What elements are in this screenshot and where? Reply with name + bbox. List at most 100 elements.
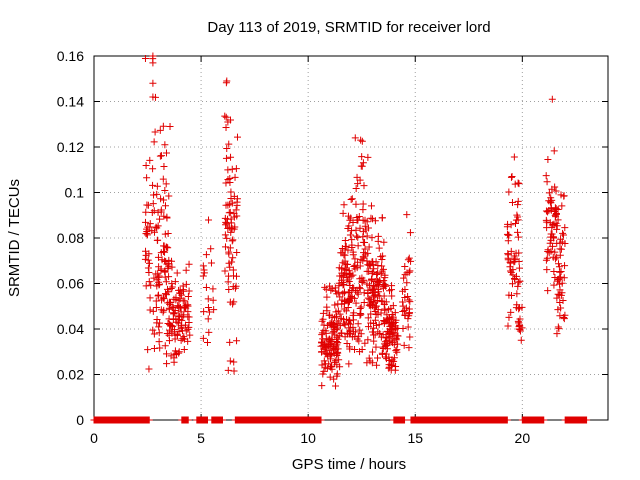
data-point xyxy=(150,138,158,146)
data-point xyxy=(560,315,568,323)
data-point xyxy=(185,260,193,268)
data-point xyxy=(332,382,340,390)
data-point xyxy=(333,326,341,334)
data-point xyxy=(543,266,551,274)
data-point xyxy=(512,216,520,224)
data-point xyxy=(227,225,235,233)
data-point xyxy=(401,311,409,319)
data-point xyxy=(181,335,189,343)
data-point xyxy=(359,159,367,167)
data-point xyxy=(561,239,569,247)
data-point xyxy=(357,136,365,144)
data-point xyxy=(178,291,186,299)
data-point xyxy=(323,293,331,301)
data-point xyxy=(144,223,152,231)
data-point xyxy=(507,173,515,181)
data-point xyxy=(385,361,393,369)
data-point xyxy=(507,247,515,255)
data-point xyxy=(555,260,563,268)
data-point xyxy=(222,201,230,209)
data-point xyxy=(367,310,375,318)
data-point xyxy=(359,238,367,246)
data-point xyxy=(514,228,522,236)
data-point xyxy=(164,230,172,238)
data-point xyxy=(150,330,158,338)
data-point xyxy=(509,266,517,274)
data-point xyxy=(144,346,152,354)
data-point xyxy=(357,303,365,311)
data-point xyxy=(335,264,343,272)
data-point xyxy=(182,266,190,274)
data-point xyxy=(385,314,393,322)
data-point xyxy=(378,255,386,263)
data-point xyxy=(360,289,368,297)
data-point xyxy=(545,249,553,257)
data-point xyxy=(515,319,523,327)
data-point xyxy=(583,416,591,424)
data-point xyxy=(154,273,162,281)
data-point xyxy=(505,313,513,321)
data-point xyxy=(554,290,562,298)
data-point xyxy=(158,256,166,264)
data-point xyxy=(374,292,382,300)
data-point xyxy=(340,305,348,313)
data-point xyxy=(156,215,164,223)
data-point xyxy=(388,339,396,347)
data-point xyxy=(406,229,414,237)
data-point xyxy=(153,224,161,232)
data-point xyxy=(510,274,518,282)
data-point xyxy=(548,95,556,103)
data-point xyxy=(171,278,179,286)
data-point xyxy=(507,308,515,316)
data-point xyxy=(161,187,169,195)
data-point xyxy=(557,191,565,199)
data-point xyxy=(351,345,359,353)
data-point xyxy=(227,188,235,196)
data-point xyxy=(358,153,366,161)
data-point xyxy=(153,182,161,190)
data-point xyxy=(328,335,336,343)
data-point xyxy=(221,112,229,120)
data-point xyxy=(225,250,233,258)
data-point xyxy=(388,292,396,300)
data-point xyxy=(401,271,409,279)
data-point xyxy=(371,298,379,306)
data-point xyxy=(394,340,402,348)
data-point xyxy=(517,336,525,344)
data-point xyxy=(356,176,364,184)
data-point xyxy=(368,270,376,278)
data-point xyxy=(366,281,374,289)
data-point xyxy=(205,328,213,336)
data-point xyxy=(352,226,360,234)
data-point xyxy=(340,297,348,305)
y-tick-label: 0.06 xyxy=(57,276,84,292)
data-point xyxy=(228,165,236,173)
data-point xyxy=(346,231,354,239)
data-point xyxy=(550,281,558,289)
data-point xyxy=(336,310,344,318)
data-point xyxy=(155,272,163,280)
data-point xyxy=(364,153,372,161)
data-point xyxy=(179,335,187,343)
data-point xyxy=(504,250,512,258)
data-point xyxy=(542,256,550,264)
data-point xyxy=(146,259,154,267)
data-point xyxy=(370,265,378,273)
data-point xyxy=(382,333,390,341)
data-point xyxy=(224,118,232,126)
data-point xyxy=(556,251,564,259)
data-point xyxy=(505,291,513,299)
data-point xyxy=(346,343,354,351)
data-point xyxy=(171,335,179,343)
data-point xyxy=(406,298,414,306)
data-point xyxy=(549,242,557,250)
data-point xyxy=(374,237,382,245)
data-point xyxy=(390,357,398,365)
data-point xyxy=(335,332,343,340)
y-tick-label: 0.02 xyxy=(57,367,84,383)
data-point xyxy=(372,343,380,351)
data-point xyxy=(370,288,378,296)
y-tick-label: 0.1 xyxy=(65,185,85,201)
data-point xyxy=(229,236,237,244)
data-point xyxy=(205,216,213,224)
